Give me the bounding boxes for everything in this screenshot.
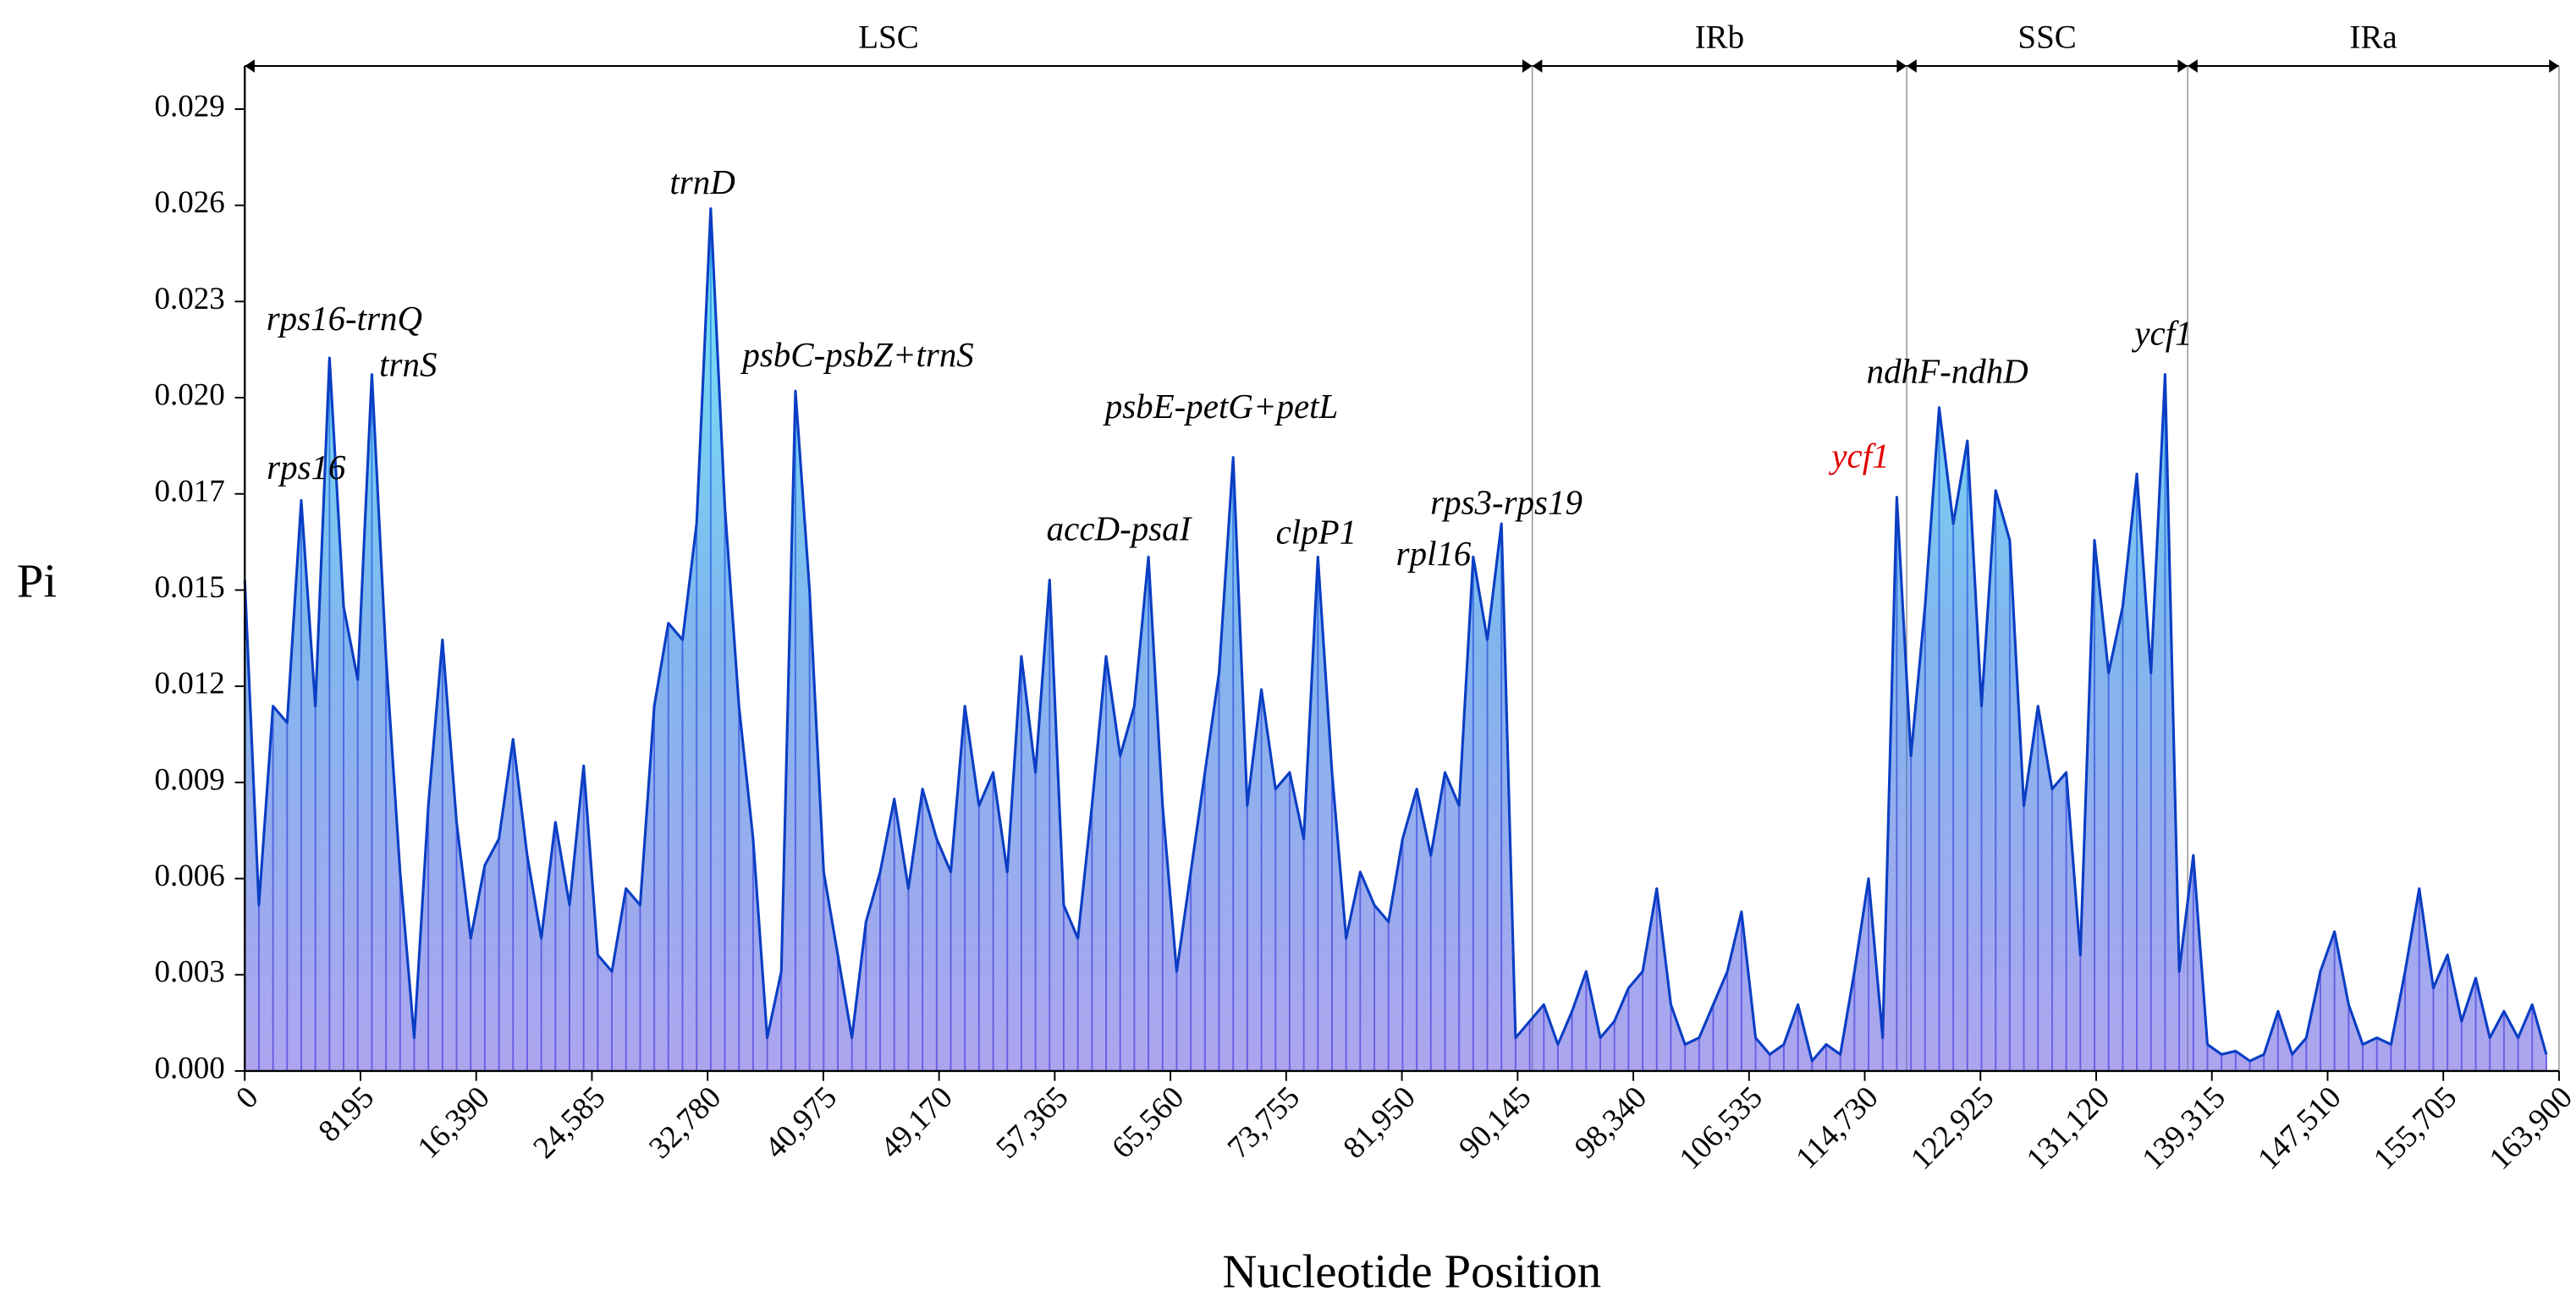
x-tick-label: 98,340 [1568, 1080, 1654, 1166]
x-tick-label: 16,390 [411, 1080, 497, 1166]
x-tick-label: 24,585 [526, 1080, 612, 1166]
x-tick-label: 114,730 [1789, 1080, 1885, 1176]
annotation: ndhF-ndhD [1867, 352, 2028, 391]
x-tick-label: 131,120 [2020, 1080, 2116, 1177]
region-arrow [245, 59, 255, 73]
annotation: psbE-petG+petL [1103, 387, 1339, 426]
region-arrow [1907, 59, 1917, 73]
annotation: trnS [379, 345, 437, 384]
x-tick-label: 57,365 [989, 1080, 1075, 1166]
y-tick-label: 0.023 [154, 282, 224, 316]
x-axis-title: Nucleotide Position [1222, 1245, 1601, 1298]
y-tick-label: 0.017 [154, 474, 224, 508]
annotation: rps16 [267, 448, 346, 486]
x-tick-label: 8195 [312, 1080, 381, 1149]
x-tick-label: 49,170 [874, 1080, 960, 1166]
y-tick-label: 0.029 [154, 89, 224, 124]
y-tick-label: 0.003 [154, 955, 224, 990]
x-tick-label: 90,145 [1452, 1080, 1538, 1166]
region-label: SSC [2017, 19, 2076, 56]
x-tick-label: 155,705 [2367, 1080, 2463, 1177]
annotation: trnD [669, 162, 735, 201]
region-arrow [2188, 59, 2198, 73]
x-tick-label: 139,315 [2136, 1080, 2232, 1177]
region-arrow [1522, 59, 1533, 73]
x-tick-label: 0 [229, 1080, 265, 1116]
x-tick-label: 40,975 [758, 1080, 844, 1166]
area-fill [245, 208, 2546, 1071]
region-label: IRb [1695, 19, 1745, 56]
annotation: rpl16 [1396, 534, 1472, 573]
y-tick-label: 0.012 [154, 667, 224, 701]
y-tick-label: 0.026 [154, 185, 224, 220]
y-tick-label: 0.009 [154, 762, 224, 797]
x-tick-label: 122,925 [1904, 1080, 2001, 1177]
annotation: psbC-psbZ+trnS [740, 335, 973, 374]
series-line [243, 207, 2548, 1063]
y-tick-label: 0.006 [154, 859, 224, 893]
region-arrow [1896, 59, 1907, 73]
region-label: IRa [2349, 19, 2397, 56]
region-arrow [2177, 59, 2188, 73]
y-tick-label: 0.015 [154, 570, 224, 605]
x-tick-label: 163,900 [2483, 1080, 2576, 1177]
annotation: rps16-trnQ [267, 299, 422, 338]
x-tick-label: 32,780 [642, 1080, 728, 1166]
x-tick-label: 73,755 [1221, 1080, 1307, 1166]
y-tick-label: 0.000 [154, 1051, 224, 1085]
region-arrow [1532, 59, 1543, 73]
x-tick-label: 65,560 [1105, 1080, 1191, 1166]
y-axis-title: Pi [17, 555, 57, 607]
x-tick-label: 81,950 [1337, 1080, 1423, 1166]
x-tick-label: 147,510 [2251, 1080, 2348, 1177]
annotation: rps3-rps19 [1430, 482, 1582, 521]
region-label: LSC [858, 19, 919, 56]
annotation: accD-psaI [1047, 509, 1193, 548]
annotation: ycf1 [1828, 437, 1889, 475]
x-tick-label: 106,535 [1673, 1080, 1770, 1177]
annotation: clpP1 [1276, 513, 1357, 552]
annotation: ycf1 [2131, 314, 2192, 353]
y-tick-label: 0.020 [154, 378, 224, 413]
region-arrow [2549, 59, 2559, 73]
